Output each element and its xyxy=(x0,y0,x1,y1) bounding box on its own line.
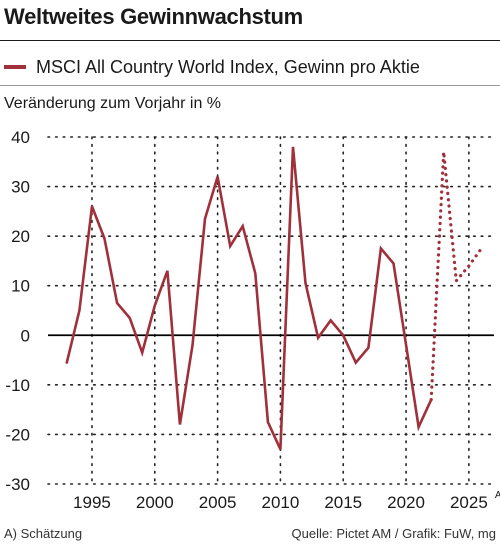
series-line xyxy=(65,146,433,450)
x-tick-label: 2025 xyxy=(450,493,488,512)
y-tick-label: -10 xyxy=(5,376,30,395)
x-tick-label: 2020 xyxy=(387,493,425,512)
title-divider xyxy=(0,40,500,41)
y-tick-label: -30 xyxy=(5,475,30,494)
forecast-series-line xyxy=(429,151,483,402)
chart-legend: MSCI All Country World Index, Gewinn pro… xyxy=(4,54,420,80)
x-tick-label: 2005 xyxy=(199,493,237,512)
y-tick-label: 10 xyxy=(11,277,30,296)
chart-title: Weltweites Gewinnwachstum xyxy=(4,4,303,29)
y-tick-label: 40 xyxy=(11,128,30,147)
legend-swatch xyxy=(4,65,26,69)
x-tick-label: 2000 xyxy=(136,493,174,512)
x-tick-superscript: A xyxy=(495,490,500,501)
line-chart: Veränderung zum Vorjahr in %403020100-10… xyxy=(4,95,500,512)
y-tick-label: 30 xyxy=(11,178,30,197)
y-tick-label: 0 xyxy=(21,326,30,345)
x-tick-label: 2015 xyxy=(324,493,362,512)
footnote: A) Schätzung xyxy=(4,526,83,541)
x-tick-label: 1995 xyxy=(73,493,111,512)
y-axis-label: Veränderung zum Vorjahr in % xyxy=(4,95,221,112)
y-tick-label: -20 xyxy=(5,425,30,444)
legend-divider xyxy=(0,85,500,86)
legend-label: MSCI All Country World Index, Gewinn pro… xyxy=(36,56,420,77)
x-tick-label: 2010 xyxy=(262,493,300,512)
y-tick-label: 20 xyxy=(11,227,30,246)
source-credit: Quelle: Pictet AM / Grafik: FuW, mg xyxy=(291,526,496,541)
